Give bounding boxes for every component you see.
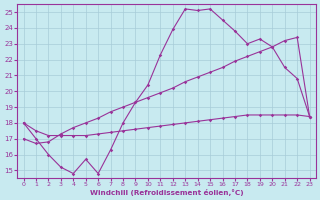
X-axis label: Windchill (Refroidissement éolien,°C): Windchill (Refroidissement éolien,°C): [90, 189, 244, 196]
